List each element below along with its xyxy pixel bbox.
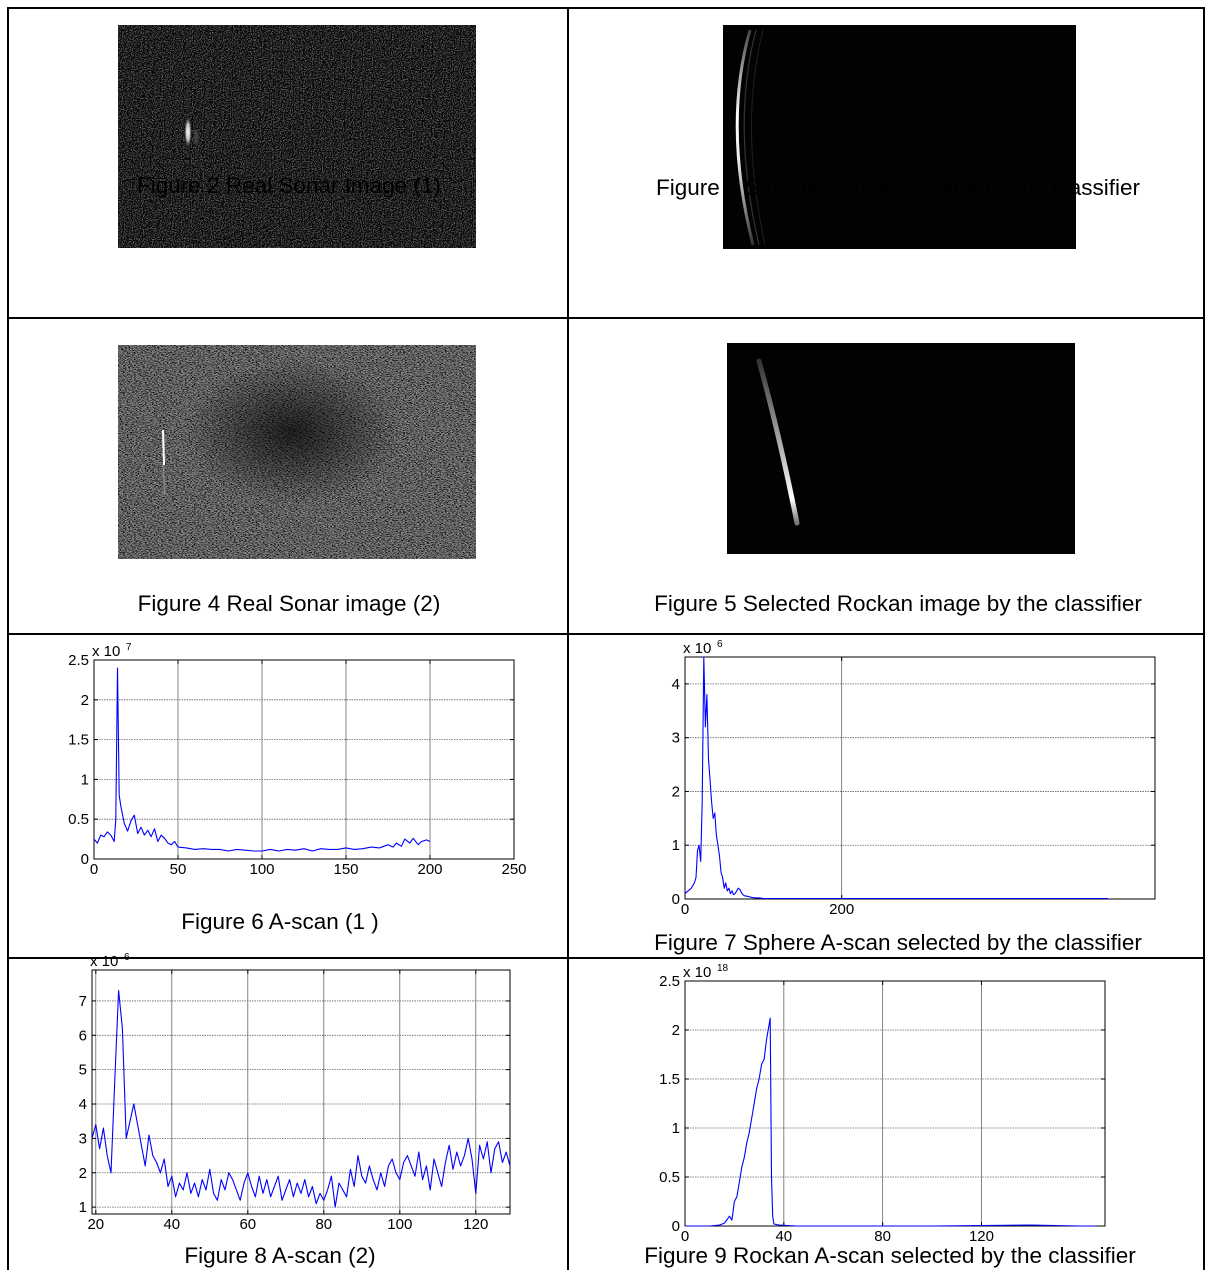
x-tick-label: 40 xyxy=(163,1216,180,1233)
table-rule-left xyxy=(7,7,9,1270)
plot-sphere-a-scan: 0 200 0 1 2 3 4 x 10 6 xyxy=(600,639,1200,918)
y-tick-label: 0 xyxy=(81,851,89,868)
y-multiplier-label: x 10 xyxy=(92,643,120,660)
y-tick-label: 1 xyxy=(672,1120,680,1137)
table-rule-right xyxy=(1203,7,1205,1270)
y-multiplier-label: x 10 xyxy=(90,953,118,970)
x-tick-label: 0 xyxy=(90,861,98,878)
y-tick-label: 0.5 xyxy=(659,1169,680,1186)
series-line-fig9 xyxy=(685,1017,1096,1227)
plot-axes-box xyxy=(684,656,1156,900)
y-tick-label: 1 xyxy=(81,771,89,788)
y-multiplier-exponent: 7 xyxy=(126,642,132,653)
y-tick-label: 4 xyxy=(672,676,680,693)
caption-figure-7: Figure 7 Sphere A-scan selected by the c… xyxy=(654,930,1142,955)
y-tick-label: 1 xyxy=(672,837,680,854)
caption-figure-9: Figure 9 Rockan A-scan selected by the c… xyxy=(644,1243,1136,1268)
y-tick-label: 0 xyxy=(672,891,680,908)
plot-a-scan-2: 20 40 60 80 100 120 1 2 3 4 5 6 7 x 10 6 xyxy=(0,952,560,1247)
y-tick-label: 3 xyxy=(79,1130,87,1147)
y-multiplier-exponent: 6 xyxy=(124,952,130,963)
x-tick-label: 100 xyxy=(249,861,274,878)
table-rule-3 xyxy=(7,957,1205,959)
y-tick-label: 4 xyxy=(79,1096,87,1113)
rockan-image-selected xyxy=(727,343,1075,554)
y-tick-label: 2.5 xyxy=(68,652,89,669)
x-tick-label: 60 xyxy=(239,1216,256,1233)
y-tick-label: 2 xyxy=(81,692,89,709)
sphere-image-selected xyxy=(723,25,1076,249)
table-rule-middle xyxy=(567,7,569,1270)
table-rule-1 xyxy=(7,317,1205,319)
plot-a-scan-1: 0 50 100 150 200 250 0 0.5 1 1.5 2 2.5 x 10 7 xyxy=(0,640,560,878)
y-tick-label: 2 xyxy=(672,783,680,800)
y-tick-label: 3 xyxy=(672,730,680,747)
plot-rockan-a-scan: 0 40 80 120 0 0.5 1 1.5 2 2.5 x 10 18 xyxy=(600,957,1200,1247)
x-tick-label: 50 xyxy=(170,861,187,878)
x-tick-label: 0 xyxy=(681,1228,689,1245)
caption-figure-3: Figure 3 Selected Sphere image by the cl… xyxy=(655,175,1140,200)
caption-figure-4: Figure 4 Real Sonar image (2) xyxy=(137,591,441,616)
sonar-image-real-2 xyxy=(118,345,476,559)
y-multiplier-label: x 10 xyxy=(683,964,711,981)
x-tick-label: 40 xyxy=(775,1228,792,1245)
x-tick-label: 20 xyxy=(87,1216,104,1233)
plot-axes-box xyxy=(93,659,515,860)
x-tick-label: 120 xyxy=(969,1228,994,1245)
series-line-fig7 xyxy=(684,656,1108,900)
y-multiplier-exponent: 18 xyxy=(717,963,729,974)
x-tick-label: 80 xyxy=(315,1216,332,1233)
caption-figure-2: Figure 2 Real Sonar Image (1) xyxy=(137,173,441,198)
x-tick-label: 0 xyxy=(681,901,689,918)
series-line-fig8 xyxy=(91,990,511,1208)
x-tick-label: 150 xyxy=(333,861,358,878)
caption-figure-8: Figure 8 A-scan (2) xyxy=(184,1243,376,1268)
y-tick-label: 2.5 xyxy=(659,973,680,990)
caption-figure-5: Figure 5 Selected Rockan image by the cl… xyxy=(654,591,1142,616)
y-multiplier-exponent: 6 xyxy=(717,639,723,650)
table-rule-2 xyxy=(7,633,1205,635)
x-tick-label: 250 xyxy=(501,861,526,878)
caption-figure-6: Figure 6 A-scan (1 ) xyxy=(181,909,379,934)
y-tick-label: 7 xyxy=(79,993,87,1010)
series-line-fig6 xyxy=(93,667,431,852)
y-tick-label: 5 xyxy=(79,1062,87,1079)
table-rule-top xyxy=(7,7,1205,9)
plot-axes-box xyxy=(684,980,1106,1227)
y-tick-label: 1 xyxy=(79,1199,87,1216)
x-tick-label: 200 xyxy=(417,861,442,878)
x-tick-label: 80 xyxy=(874,1228,891,1245)
y-tick-label: 2 xyxy=(672,1022,680,1039)
x-tick-label: 100 xyxy=(387,1216,412,1233)
sonar-image-real-1 xyxy=(118,25,476,248)
y-tick-label: 0 xyxy=(672,1218,680,1235)
y-tick-label: 2 xyxy=(79,1165,87,1182)
y-tick-label: 0.5 xyxy=(68,811,89,828)
plot-axes-box xyxy=(91,969,511,1215)
x-tick-label: 200 xyxy=(829,901,854,918)
y-multiplier-label: x 10 xyxy=(683,640,711,657)
x-tick-label: 120 xyxy=(463,1216,488,1233)
y-tick-label: 1.5 xyxy=(659,1071,680,1088)
y-tick-label: 6 xyxy=(79,1027,87,1044)
y-tick-label: 1.5 xyxy=(68,732,89,749)
